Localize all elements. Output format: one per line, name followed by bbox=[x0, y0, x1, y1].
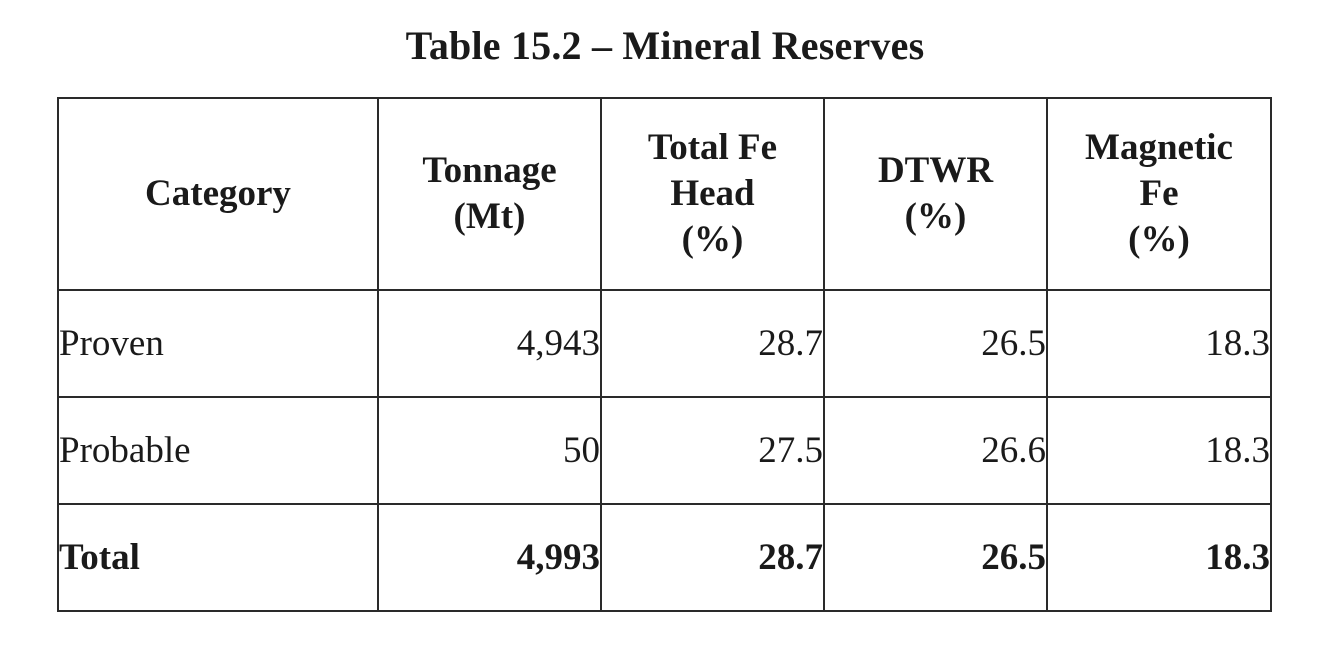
header-tonnage: Tonnage (Mt) bbox=[377, 97, 602, 291]
header-total-fe-head: Total Fe Head (%) bbox=[600, 97, 825, 291]
table-row-total: Total 4,993 28.7 26.5 18.3 bbox=[57, 503, 1272, 612]
cell-dtwr: 26.6 bbox=[823, 396, 1048, 505]
cell-tonnage: 4,993 bbox=[377, 503, 602, 612]
table-row-probable: Probable 50 27.5 26.6 18.3 bbox=[57, 396, 1272, 505]
cell-total-fe-head: 28.7 bbox=[600, 503, 825, 612]
cell-tonnage: 50 bbox=[377, 396, 602, 505]
cell-magnetic-fe: 18.3 bbox=[1046, 396, 1272, 505]
cell-total-fe-head: 27.5 bbox=[600, 396, 825, 505]
cell-category: Total bbox=[57, 503, 379, 612]
cell-magnetic-fe: 18.3 bbox=[1046, 289, 1272, 398]
header-category: Category bbox=[57, 97, 379, 291]
mineral-reserves-table: Category Tonnage (Mt) Total Fe Head (%) … bbox=[57, 97, 1272, 612]
header-dtwr: DTWR (%) bbox=[823, 97, 1048, 291]
cell-magnetic-fe: 18.3 bbox=[1046, 503, 1272, 612]
cell-dtwr: 26.5 bbox=[823, 289, 1048, 398]
cell-dtwr: 26.5 bbox=[823, 503, 1048, 612]
cell-category: Probable bbox=[57, 396, 379, 505]
table-title: Table 15.2 – Mineral Reserves bbox=[405, 23, 925, 68]
header-magnetic-fe: Magnetic Fe (%) bbox=[1046, 97, 1272, 291]
cell-total-fe-head: 28.7 bbox=[600, 289, 825, 398]
cell-tonnage: 4,943 bbox=[377, 289, 602, 398]
header-row: Category Tonnage (Mt) Total Fe Head (%) … bbox=[57, 97, 1272, 291]
table-row-proven: Proven 4,943 28.7 26.5 18.3 bbox=[57, 289, 1272, 398]
cell-category: Proven bbox=[57, 289, 379, 398]
